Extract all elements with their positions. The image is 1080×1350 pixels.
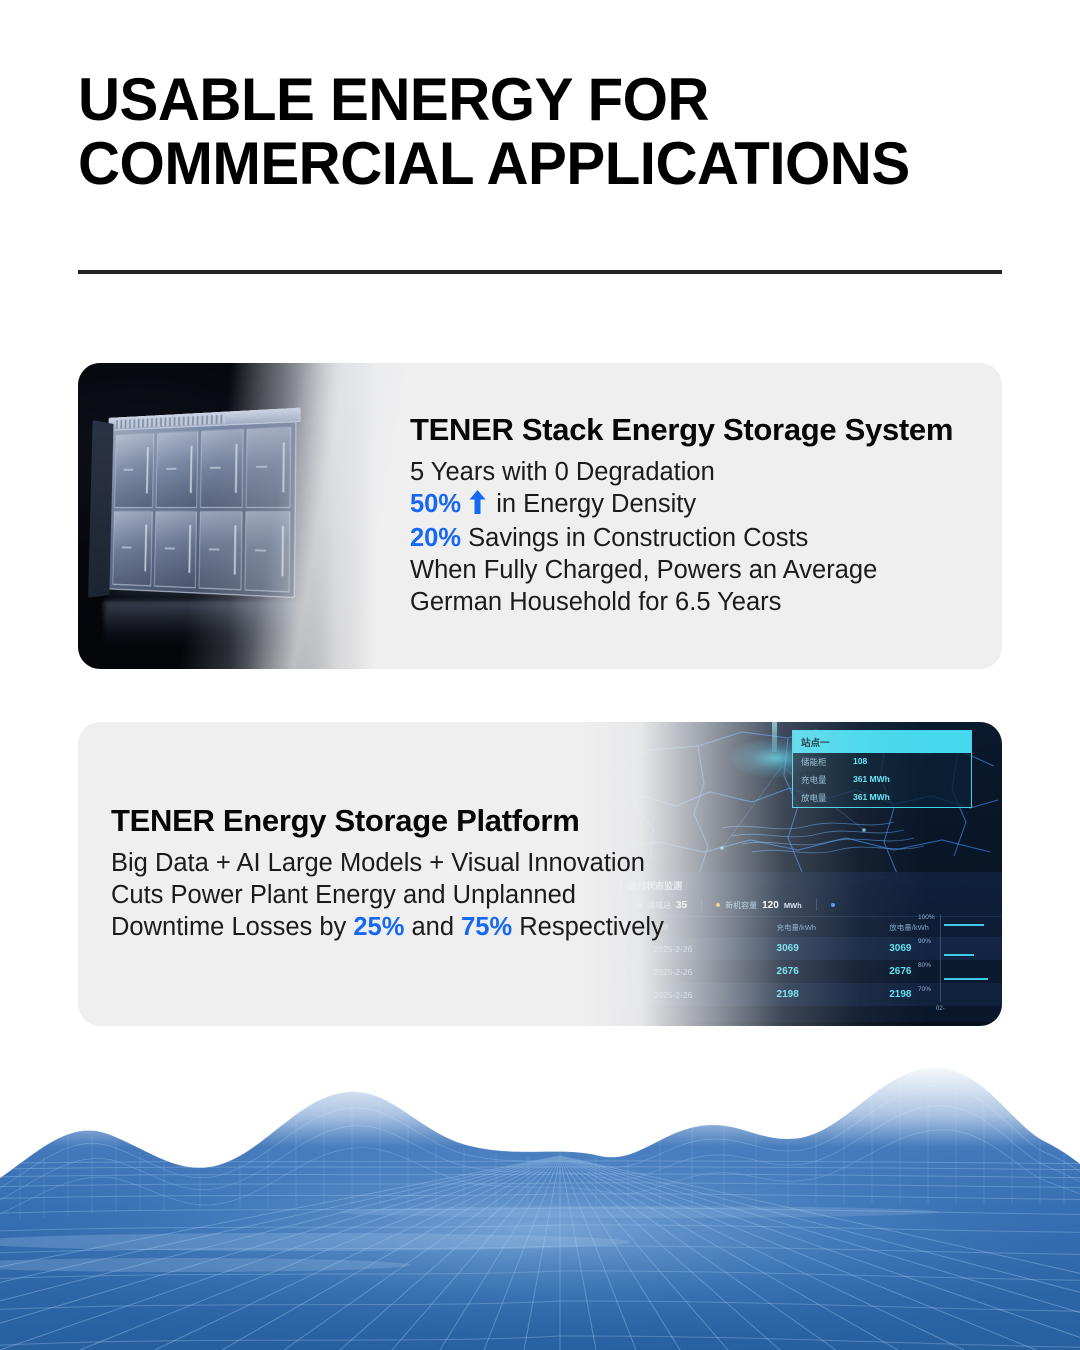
mini-chart-bar [944,924,984,926]
container-door [245,426,292,508]
feature-line: Big Data + AI Large Models + Visual Inno… [111,847,811,879]
stat-separator [815,899,817,911]
card-one-features: 5 Years with 0 Degradation 50% in Energy… [410,456,970,618]
feature-metric: 50% [410,490,462,518]
container-door [244,510,291,593]
feature-metric: 20% [410,524,462,552]
axis-foot-label: 02- [936,1006,945,1012]
tooltip-row: 储能柜 108 [793,753,971,771]
mini-chart-bar [944,954,974,956]
feature-text: 5 Years with 0 Degradation [410,458,715,486]
container-door [198,510,243,591]
row-index: 3 [610,983,654,1006]
feature-line: German Household for 6.5 Years [410,586,970,618]
container-door [114,432,155,508]
headline-line-1: USABLE ENERGY FOR [78,66,709,133]
headline-line-2: COMMERCIAL APPLICATIONS [78,130,910,197]
stat-dot-icon [830,903,835,907]
feature-text: and [404,913,462,941]
feature-text: Big Data + AI Large Models + Visual Inno… [111,849,645,877]
row-date: 2025-2-26 [653,983,777,1006]
header-divider [78,270,1002,274]
tooltip-key: 充电量 [801,775,827,785]
container-door [199,428,244,508]
card-two-features: Big Data + AI Large Models + Visual Inno… [111,847,811,943]
feature-text: Savings in Construction Costs [461,524,809,552]
container-door [112,510,154,587]
axis-tick-label: 70% [918,986,932,993]
map-node-beam [772,722,777,752]
feature-text: Cuts Power Plant Energy and Unplanned [111,881,576,909]
terrain-svg [0,1060,1080,1350]
feature-text: Respectively [512,913,664,941]
card-one-text-block: TENER Stack Energy Storage System 5 Year… [410,411,970,618]
feature-metric: 75% [461,913,513,941]
tooltip-row: 放电量 361 MWh [793,789,971,807]
container-floor-reflection [104,601,300,647]
axis-tick-label: 90% [918,938,932,945]
feature-line: Downtime Losses by 25% and 75% Respectiv… [111,911,811,943]
feature-text: in Energy Density [496,490,697,518]
feature-text: German Household for 6.5 Years [410,588,782,616]
feature-line: 20% Savings in Construction Costs [410,522,970,554]
page-title: USABLE ENERGY FOR COMMERCIAL APPLICATION… [78,68,1008,196]
feature-line: When Fully Charged, Powers an Average [410,554,970,586]
card-two-text-block: TENER Energy Storage Platform Big Data +… [111,802,811,943]
mini-chart-bar [944,978,988,980]
tooltip-value: 108 [853,756,868,766]
arrow-up-icon [469,490,486,522]
container-body [107,421,297,599]
dashboard-mini-chart: 100% 90% 80% 70% 02- [918,914,996,1012]
container-side-panel [88,419,114,598]
card-one-title: TENER Stack Energy Storage System [410,412,954,447]
tooltip-value: 361 MWh [853,774,890,784]
wireframe-terrain-graphic [0,1060,1080,1350]
battery-container-image [78,363,408,669]
row-index: 2 [622,966,627,977]
row-charge: 2676 [776,966,799,977]
row-charge: 2198 [776,983,890,1006]
tooltip-row: 充电量 361 MWh [793,771,971,789]
container-door [155,430,198,508]
tooltip-title: 站点一 [793,731,971,753]
feature-line: 50% in Energy Density [410,488,970,522]
feature-text: When Fully Charged, Powers an Average [410,556,878,584]
row-date: 2025-2-26 [653,966,693,977]
card-two-title: TENER Energy Storage Platform [111,803,580,838]
tooltip-key: 储能柜 [801,757,827,767]
container-door [154,510,197,589]
map-tooltip: 站点一 储能柜 108 充电量 361 MWh 放电量 361 MWh [792,730,972,808]
feature-line: 5 Years with 0 Degradation [410,456,970,488]
feature-line: Cuts Power Plant Energy and Unplanned [111,879,811,911]
tooltip-value: 361 MWh [853,792,890,802]
axis-tick-label: 100% [918,914,935,921]
feature-text: Downtime Losses by [111,913,354,941]
mini-chart-axis [940,914,941,1002]
battery-container-illustration [88,407,301,599]
feature-metric: 25% [353,913,405,941]
container-door-grid [112,426,292,593]
axis-tick-label: 80% [918,962,932,969]
card-tener-stack: TENER Stack Energy Storage System 5 Year… [78,363,1002,669]
card-tener-platform: 站点一 储能柜 108 充电量 361 MWh 放电量 361 MWh [78,722,1002,1026]
